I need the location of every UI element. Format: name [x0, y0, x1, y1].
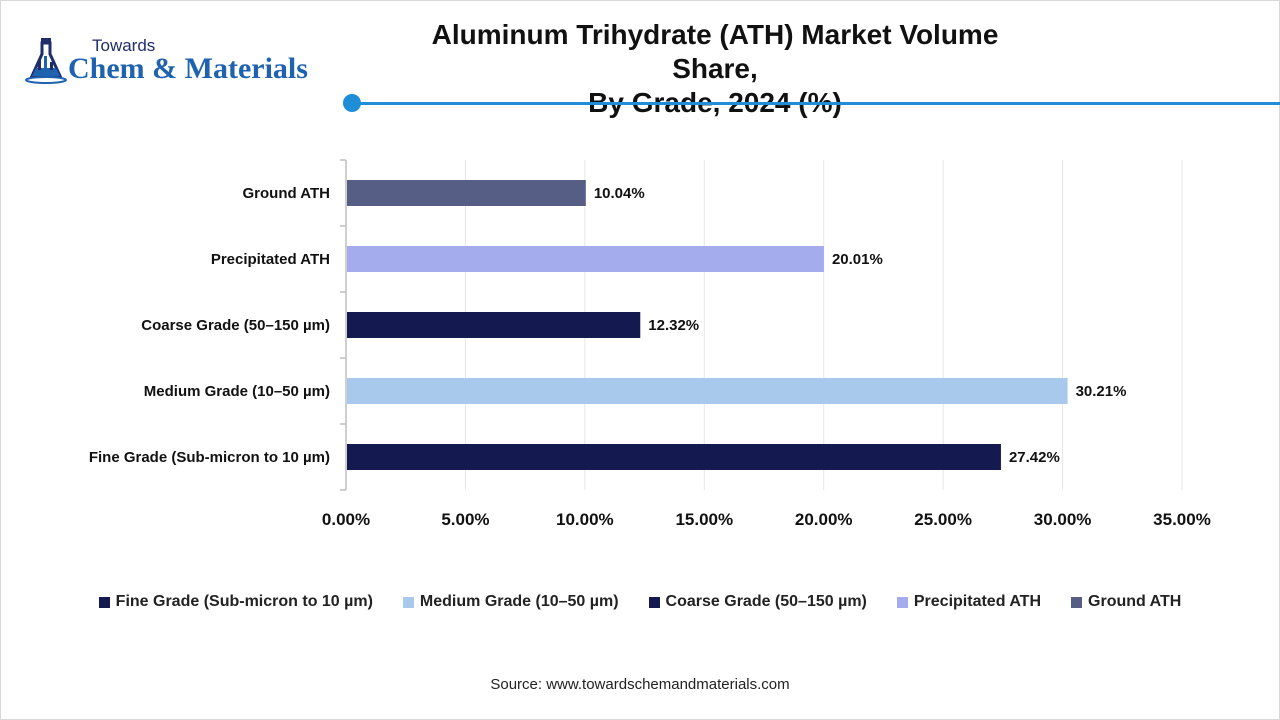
data-label: 20.01%: [832, 251, 883, 268]
legend-item: Coarse Grade (50–150 µm): [648, 590, 867, 614]
legend-swatch: [648, 596, 660, 608]
legend-item: Ground ATH: [1071, 590, 1181, 614]
x-tick-label: 35.00%: [1153, 510, 1211, 529]
bar-chart: Fine Grade (Sub-micron to 10 µm) 27.42% Me…: [89, 159, 1211, 529]
category-label: Ground ATH: [243, 185, 330, 202]
x-tick-label: 15.00%: [675, 510, 733, 529]
legend-swatch: [896, 596, 908, 608]
legend: Fine Grade (Sub-micron to 10 µm) Medium G…: [0, 590, 1280, 614]
legend-swatch: [402, 596, 414, 608]
legend-swatch: [98, 596, 110, 608]
brand-top-text: Towards: [92, 36, 156, 55]
flask-icon: [25, 38, 67, 84]
data-label: 10.04%: [594, 185, 645, 202]
category-label: Precipitated ATH: [211, 251, 330, 268]
bar: [347, 378, 1068, 404]
category-label: Coarse Grade (50–150 µm): [141, 317, 330, 334]
x-tick-label: 10.00%: [556, 510, 614, 529]
brand-logo: Towards Chem & Materials: [24, 36, 344, 88]
chart-title-line-1: Aluminum Trihydrate (ATH) Market Volume …: [431, 19, 999, 84]
data-label: 12.32%: [648, 317, 699, 334]
legend-item: Precipitated ATH: [896, 590, 1042, 614]
x-tick-label: 20.00%: [795, 510, 853, 529]
accent-dot: [343, 94, 361, 112]
legend-label: Fine Grade (Sub-micron to 10 µm): [115, 593, 373, 610]
legend-swatch: [1071, 596, 1083, 608]
data-label: 30.21%: [1076, 383, 1127, 400]
legend-label: Medium Grade (10–50 µm): [419, 593, 619, 610]
bar: [347, 246, 824, 272]
x-tick-label: 5.00%: [441, 510, 489, 529]
category-label: Fine Grade (Sub-micron to 10 µm): [89, 449, 330, 466]
accent-divider: [350, 102, 1280, 105]
legend-item: Medium Grade (10–50 µm): [402, 590, 619, 614]
x-tick-label: 25.00%: [914, 510, 972, 529]
x-tick-label: 0.00%: [322, 510, 370, 529]
legend-label: Precipitated ATH: [913, 593, 1042, 610]
brand-main-text: Chem & Materials: [68, 52, 308, 85]
x-tick-label: 30.00%: [1034, 510, 1092, 529]
source-note: Source: www.towardschemandmaterials.com: [490, 676, 790, 693]
legend-label: Ground ATH: [1088, 593, 1182, 610]
legend-item: Fine Grade (Sub-micron to 10 µm): [98, 590, 373, 614]
data-label: 27.42%: [1009, 449, 1060, 466]
bar: [347, 312, 641, 338]
legend-label: Coarse Grade (50–150 µm): [665, 593, 867, 610]
bar: [347, 180, 586, 206]
bar: [347, 444, 1001, 470]
category-label: Medium Grade (10–50 µm): [144, 383, 330, 400]
chart-title: Aluminum Trihydrate (ATH) Market Volume …: [390, 18, 1040, 120]
